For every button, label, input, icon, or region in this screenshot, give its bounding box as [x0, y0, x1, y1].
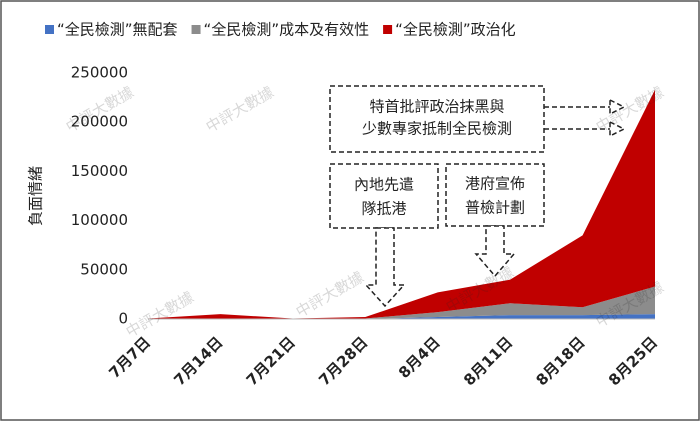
annotation: 港府宣佈	[465, 175, 525, 193]
annotation: 隊抵港	[361, 200, 406, 218]
y-tick-label: 100000	[71, 211, 128, 229]
annotation: 普檢計劃	[465, 199, 525, 217]
annotation-arrows	[329, 85, 626, 308]
annotation-box	[329, 163, 439, 229]
legend-swatch	[191, 25, 201, 34]
y-tick-label: 150000	[71, 162, 128, 180]
legend-label: “全民檢測”無配套	[57, 21, 178, 39]
legend-swatch	[383, 25, 393, 34]
annotation-box	[329, 85, 545, 153]
y-axis-label: 負面情緒	[27, 166, 45, 226]
area	[148, 314, 655, 319]
annotation: 少數專家抵制全民檢測	[362, 120, 512, 138]
arrow-head	[609, 120, 626, 138]
y-tick-label: 200000	[71, 113, 128, 131]
area	[148, 286, 655, 319]
arrow	[474, 225, 516, 278]
legend-swatch	[45, 25, 54, 34]
annotation: 內地先遣	[354, 176, 414, 194]
y-tick-label: 50000	[80, 260, 128, 278]
y-tick-label: 0	[118, 310, 128, 328]
area	[148, 89, 655, 319]
annotation: 特首批評政治抹黑與	[369, 98, 504, 116]
legend-label: “全民檢測”政治化	[395, 21, 516, 39]
legend-label: “全民檢測”成本及有效性	[204, 21, 370, 39]
arrow	[364, 227, 406, 308]
annotation-box	[445, 163, 545, 227]
arrow-head	[609, 98, 626, 116]
y-tick-label: 250000	[71, 64, 128, 82]
